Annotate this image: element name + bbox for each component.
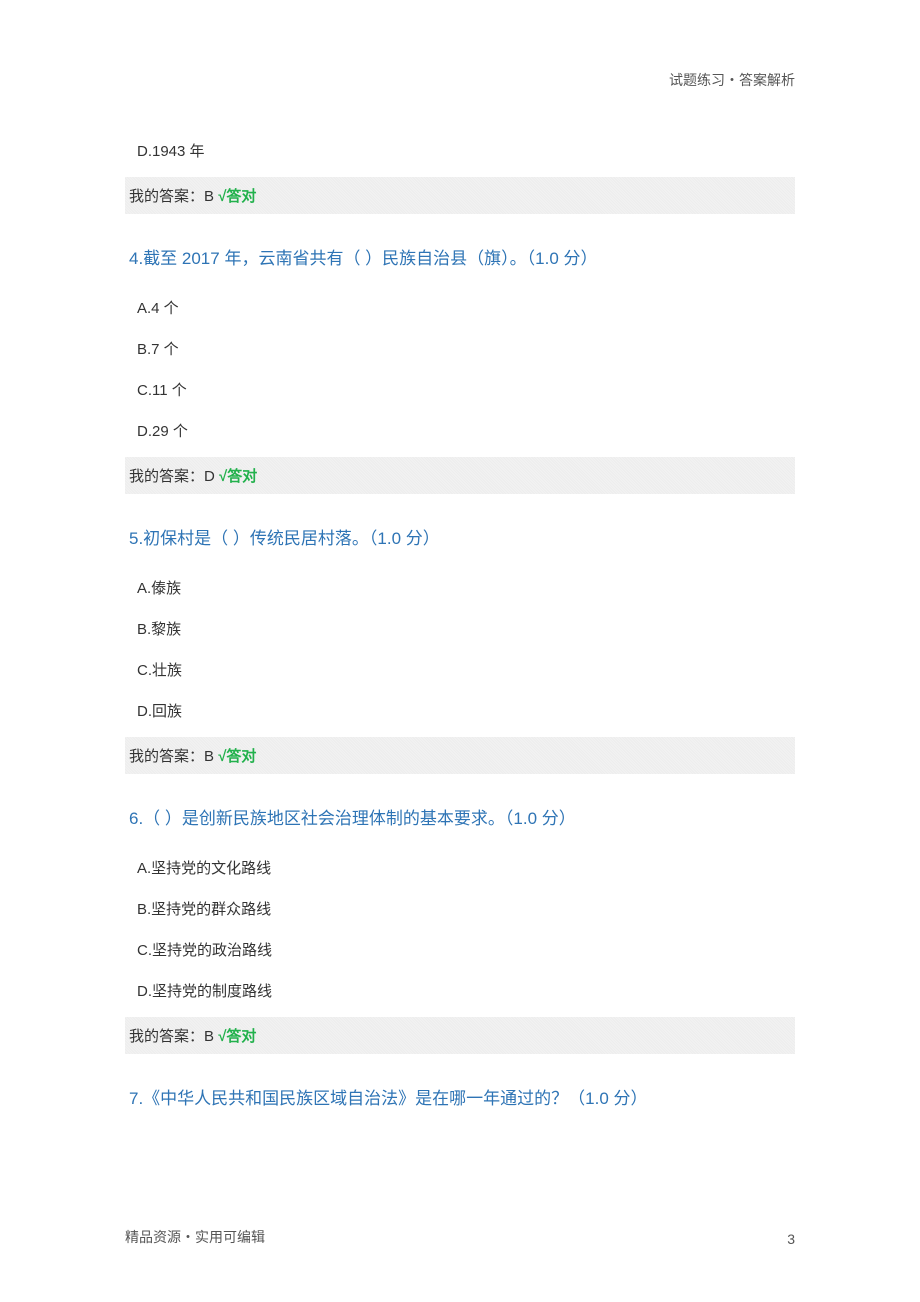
q6-title: 6.（ ）是创新民族地区社会治理体制的基本要求。（1.0 分） bbox=[125, 804, 795, 829]
q5-title: 5.初保村是（ ）传统民居村落。（1.0 分） bbox=[125, 524, 795, 549]
q4-option-b: B.7 个 bbox=[125, 328, 795, 369]
q5-answer-mark: √答对 bbox=[218, 748, 256, 765]
q3-answer-prefix: 我的答案：B bbox=[129, 188, 218, 205]
q6-answer-bar: 我的答案：B √答对 bbox=[125, 1017, 795, 1054]
q4-answer-mark: √答对 bbox=[219, 468, 257, 485]
q6-option-d: D.坚持党的制度路线 bbox=[125, 970, 795, 1011]
q6-answer-prefix: 我的答案：B bbox=[129, 1028, 218, 1045]
q4-answer-prefix: 我的答案：D bbox=[129, 468, 219, 485]
q5-option-a: A.傣族 bbox=[125, 567, 795, 608]
q5-answer-prefix: 我的答案：B bbox=[129, 748, 218, 765]
q7-title: 7.《中华人民共和国民族区域自治法》是在哪一年通过的？（1.0 分） bbox=[125, 1084, 795, 1109]
q4-option-c: C.11 个 bbox=[125, 369, 795, 410]
q6-option-b: B.坚持党的群众路线 bbox=[125, 888, 795, 929]
q4-title: 4.截至 2017 年，云南省共有（ ）民族自治县（旗）。（1.0 分） bbox=[125, 244, 795, 269]
page-content: D.1943 年 我的答案：B √答对 4.截至 2017 年，云南省共有（ ）… bbox=[0, 0, 920, 1109]
q5-option-d: D.回族 bbox=[125, 690, 795, 731]
q6-answer-mark: √答对 bbox=[218, 1028, 256, 1045]
q5-option-b: B.黎族 bbox=[125, 608, 795, 649]
q5-option-c: C.壮族 bbox=[125, 649, 795, 690]
page-number: 3 bbox=[787, 1231, 795, 1247]
header-right: 试题练习・答案解析 bbox=[669, 70, 795, 90]
q4-answer-bar: 我的答案：D √答对 bbox=[125, 457, 795, 494]
footer-left: 精品资源・实用可编辑 bbox=[125, 1227, 265, 1247]
q5-answer-bar: 我的答案：B √答对 bbox=[125, 737, 795, 774]
q3-answer-bar: 我的答案：B √答对 bbox=[125, 177, 795, 214]
q6-option-c: C.坚持党的政治路线 bbox=[125, 929, 795, 970]
q3-answer-mark: √答对 bbox=[218, 188, 256, 205]
q4-option-d: D.29 个 bbox=[125, 410, 795, 451]
q6-option-a: A.坚持党的文化路线 bbox=[125, 847, 795, 888]
q4-option-a: A.4 个 bbox=[125, 287, 795, 328]
q3-option-d: D.1943 年 bbox=[125, 130, 795, 171]
